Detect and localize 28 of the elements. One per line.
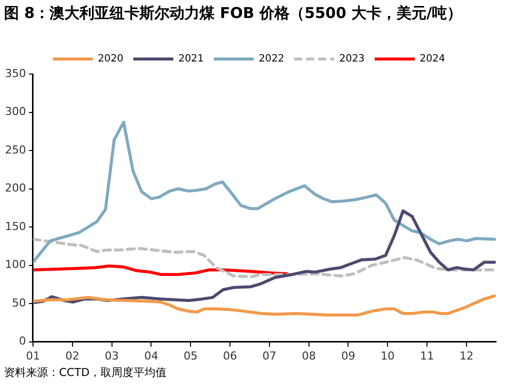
x-tick-label: 06 xyxy=(223,349,238,362)
y-tick-label: 0 xyxy=(18,334,26,348)
x-tick-label: 05 xyxy=(184,349,198,362)
x-tick-label: 12 xyxy=(459,349,474,362)
x-tick-label: 10 xyxy=(380,349,395,362)
text: 资料来源：CCTD，取周度平均值 xyxy=(3,366,168,380)
x-tick-label: 02 xyxy=(65,349,80,362)
y-tick-label: 150 xyxy=(4,220,26,233)
y-tick-label: 250 xyxy=(4,143,26,156)
chart-title: 图 8：澳大利亚纽卡斯尔动力煤 FOB 价格（5500 大卡，美元/吨） xyxy=(3,3,463,24)
x-tick-label: 07 xyxy=(262,349,276,362)
x-tick-label: 11 xyxy=(420,349,434,362)
y-tick-label: 350 xyxy=(4,66,26,80)
legend-label: 2020 xyxy=(98,54,124,65)
legend-label: 2023 xyxy=(339,54,365,65)
legend-label: 2021 xyxy=(178,54,204,65)
x-tick-label: 03 xyxy=(104,349,119,362)
x-tick-label: 08 xyxy=(302,349,316,362)
x-tick-label: 01 xyxy=(26,349,40,362)
legend-label: 2022 xyxy=(258,54,284,65)
line-series xyxy=(32,238,496,278)
x-tick-label: 04 xyxy=(144,349,158,362)
legend-label: 2024 xyxy=(420,54,446,65)
x-tick-label: 09 xyxy=(341,349,356,362)
y-tick-label: 100 xyxy=(4,258,26,272)
y-tick-label: 50 xyxy=(12,296,26,310)
y-tick-label: 200 xyxy=(4,182,26,195)
y-tick-label: 300 xyxy=(4,105,26,118)
